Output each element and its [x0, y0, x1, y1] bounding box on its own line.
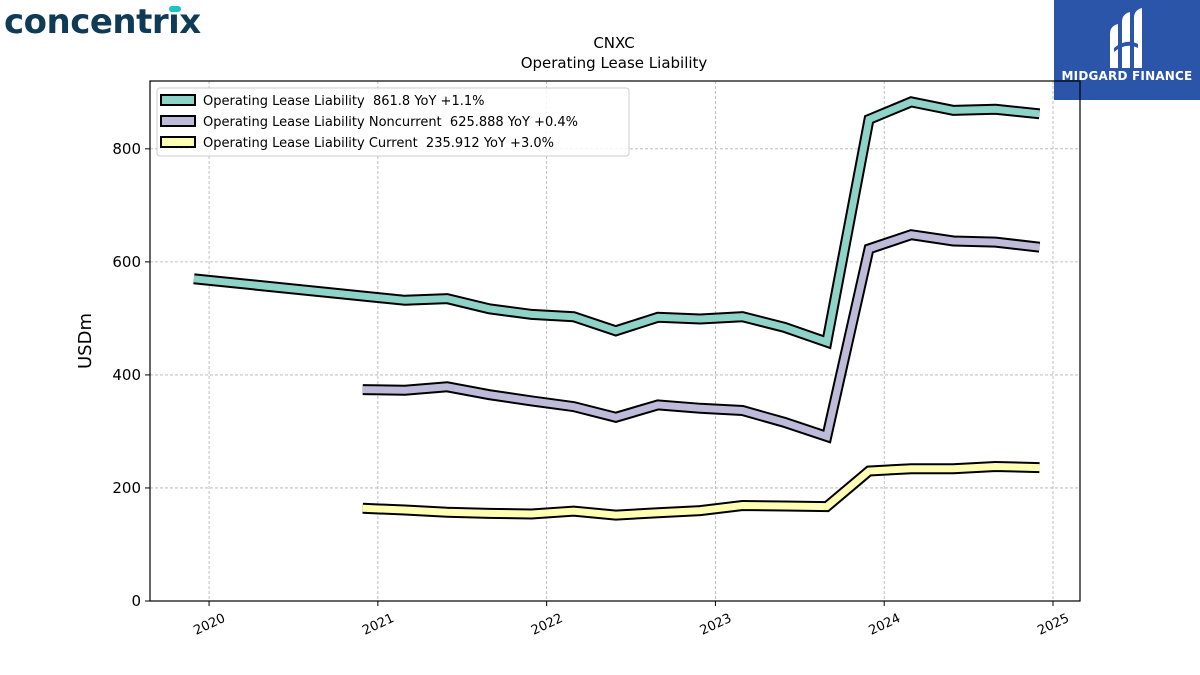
legend-swatch-1 — [160, 94, 196, 106]
logo-accent-dot — [169, 6, 181, 12]
chart-subtitle: Operating Lease Liability — [521, 54, 708, 72]
series-1-line — [193, 98, 1040, 347]
midgard-finance-logo: MIDGARD FINANCE — [1054, 0, 1200, 100]
x-tick-label-2024: 2024 — [867, 611, 903, 639]
legend-label-2: Operating Lease Liability Noncurrent 625… — [203, 115, 578, 130]
concentrix-wordmark: concentrix — [4, 2, 201, 42]
legend-label-1: Operating Lease Liability 861.8 YoY +1.1… — [203, 94, 484, 109]
y-tick-label-800: 800 — [112, 140, 141, 158]
midgard-brand-text: MIDGARD FINANCE — [1061, 69, 1193, 83]
midgard-emblem-icon — [1110, 8, 1142, 68]
plot-frame — [149, 80, 1081, 602]
axis-layer: 0 200 400 600 800 2020 2021 2022 2023 2024 2025 — [112, 140, 1071, 639]
series-3-line — [362, 462, 1040, 519]
x-tick-label-2020: 2020 — [191, 611, 227, 639]
series-layer — [193, 96, 1041, 521]
chart-title: CNXC — [593, 34, 634, 52]
legend-box — [156, 87, 630, 157]
legend-swatch-2 — [160, 115, 196, 127]
y-axis-label: USDm — [75, 313, 96, 369]
y-tick-label-0: 0 — [131, 592, 141, 610]
x-tick-label-2025: 2025 — [1035, 611, 1071, 639]
series-2-line — [362, 231, 1040, 442]
x-tick-label-2023: 2023 — [698, 611, 734, 639]
legend: Operating Lease Liability 861.8 YoY +1.1… — [156, 87, 630, 157]
y-tick-label-600: 600 — [112, 253, 141, 271]
legend-label-3: Operating Lease Liability Current 235.91… — [203, 136, 554, 151]
y-tick-label-400: 400 — [112, 366, 141, 384]
grid-layer — [150, 81, 1080, 601]
x-tick-label-2021: 2021 — [360, 611, 396, 639]
y-tick-label-200: 200 — [112, 479, 141, 497]
legend-swatch-3 — [160, 136, 196, 148]
x-tick-label-2022: 2022 — [529, 611, 565, 639]
